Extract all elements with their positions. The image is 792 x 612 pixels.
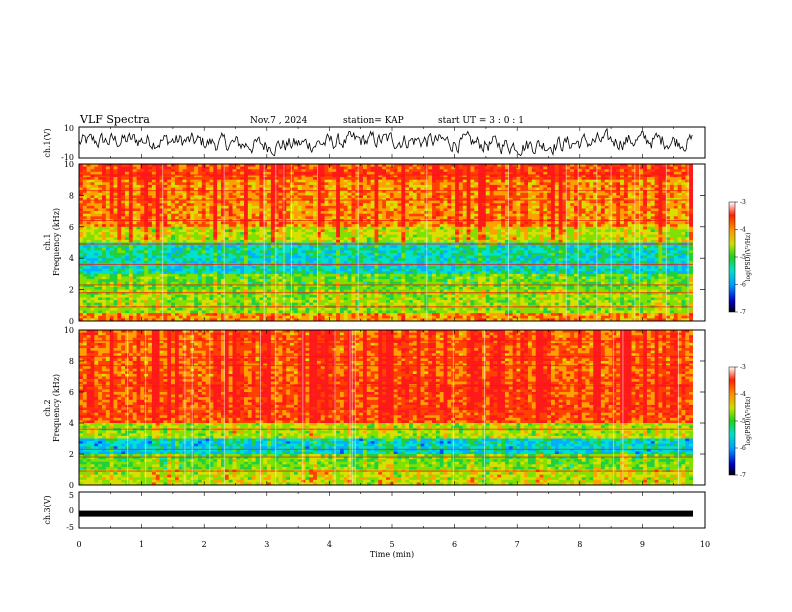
ch2-colorbar-label: log(PSD)(V²/Hz) (745, 397, 752, 446)
spec1-ytick-0: 0 (69, 317, 74, 326)
spec1-ytick-8: 8 (69, 191, 74, 200)
ch1-waveform-line (78, 127, 693, 157)
ch3-signal-line (79, 510, 693, 517)
x-tick-9: 9 (640, 540, 645, 549)
ch3-ytick-5: 5 (69, 491, 74, 500)
station-label: station= KAP (343, 116, 404, 126)
ch3-ylabel: ch.3(V) (43, 495, 52, 524)
cb2-tick--7: -7 (740, 472, 746, 479)
spec2-ytick-2: 2 (69, 450, 74, 459)
ch1-spec-ylabel-b: Frequency (kHz) (52, 208, 61, 276)
ch1-ylabel: ch.1(V) (43, 128, 52, 157)
x-tick-1: 1 (139, 540, 144, 549)
cb1-tick--4: -4 (740, 227, 746, 234)
ch3-panel: 5 0 -5 ch.3(V) (43, 491, 706, 532)
ch3-ytick-neg5: -5 (66, 523, 74, 532)
ch2-spec-ylabel-a: ch.2 (43, 399, 52, 416)
ch1-spectrogram-image (79, 164, 705, 322)
time-axis: 0 1 2 3 4 5 6 7 8 9 10 (76, 540, 710, 549)
x-tick-10: 10 (700, 540, 710, 549)
ch1-colorbar-label: log(PSD)(V²/Hz) (745, 233, 752, 282)
x-tick-3: 3 (264, 540, 269, 549)
figure-title: VLF Spectra (79, 113, 150, 126)
x-tick-6: 6 (452, 540, 457, 549)
x-tick-7: 7 (515, 540, 520, 549)
x-tick-2: 2 (202, 540, 207, 549)
spec2-ytick-10: 10 (64, 326, 74, 335)
x-tick-4: 4 (327, 540, 332, 549)
spec2-ytick-6: 6 (69, 388, 74, 397)
x-tick-8: 8 (577, 540, 582, 549)
cb2-tick--3: -3 (740, 364, 746, 371)
spec2-ytick-0: 0 (69, 481, 74, 490)
start-ut-label: start UT = 3 : 0 : 1 (438, 116, 524, 126)
spec1-ytick-10: 10 (64, 160, 74, 169)
ch2-colorbar (728, 366, 736, 476)
cb2-tick--5: -5 (740, 418, 746, 425)
spec1-ytick-4: 4 (69, 254, 74, 263)
x-axis-label: Time (min) (370, 550, 414, 559)
ch1-ytick-top: 10 (64, 124, 74, 133)
ch1-ytick-bottom: -10 (61, 153, 74, 162)
cb1-tick--5: -5 (740, 254, 746, 261)
x-tick-0: 0 (76, 540, 81, 549)
ch2-spec-ylabel-b: Frequency (kHz) (52, 374, 61, 442)
x-tick-5: 5 (389, 540, 394, 549)
ch1-waveform-panel: 10 -10 ch.1(V) (43, 124, 706, 162)
ch2-spectrogram-image (79, 330, 705, 486)
cb2-tick--6: -6 (740, 445, 746, 452)
date-label: Nov.7 , 2024 (250, 116, 308, 126)
spec1-ytick-2: 2 (69, 286, 74, 295)
cb1-tick--3: -3 (740, 199, 746, 206)
spec1-ytick-6: 6 (69, 223, 74, 232)
spec2-ytick-8: 8 (69, 357, 74, 366)
spec2-ytick-4: 4 (69, 419, 74, 428)
cb2-tick--4: -4 (740, 391, 746, 398)
ch1-spec-ylabel-a: ch.1 (43, 233, 52, 250)
cb1-tick--6: -6 (740, 282, 746, 289)
ch1-colorbar (728, 201, 736, 313)
ch3-ytick-0: 0 (69, 506, 74, 515)
cb1-tick--7: -7 (740, 309, 746, 316)
